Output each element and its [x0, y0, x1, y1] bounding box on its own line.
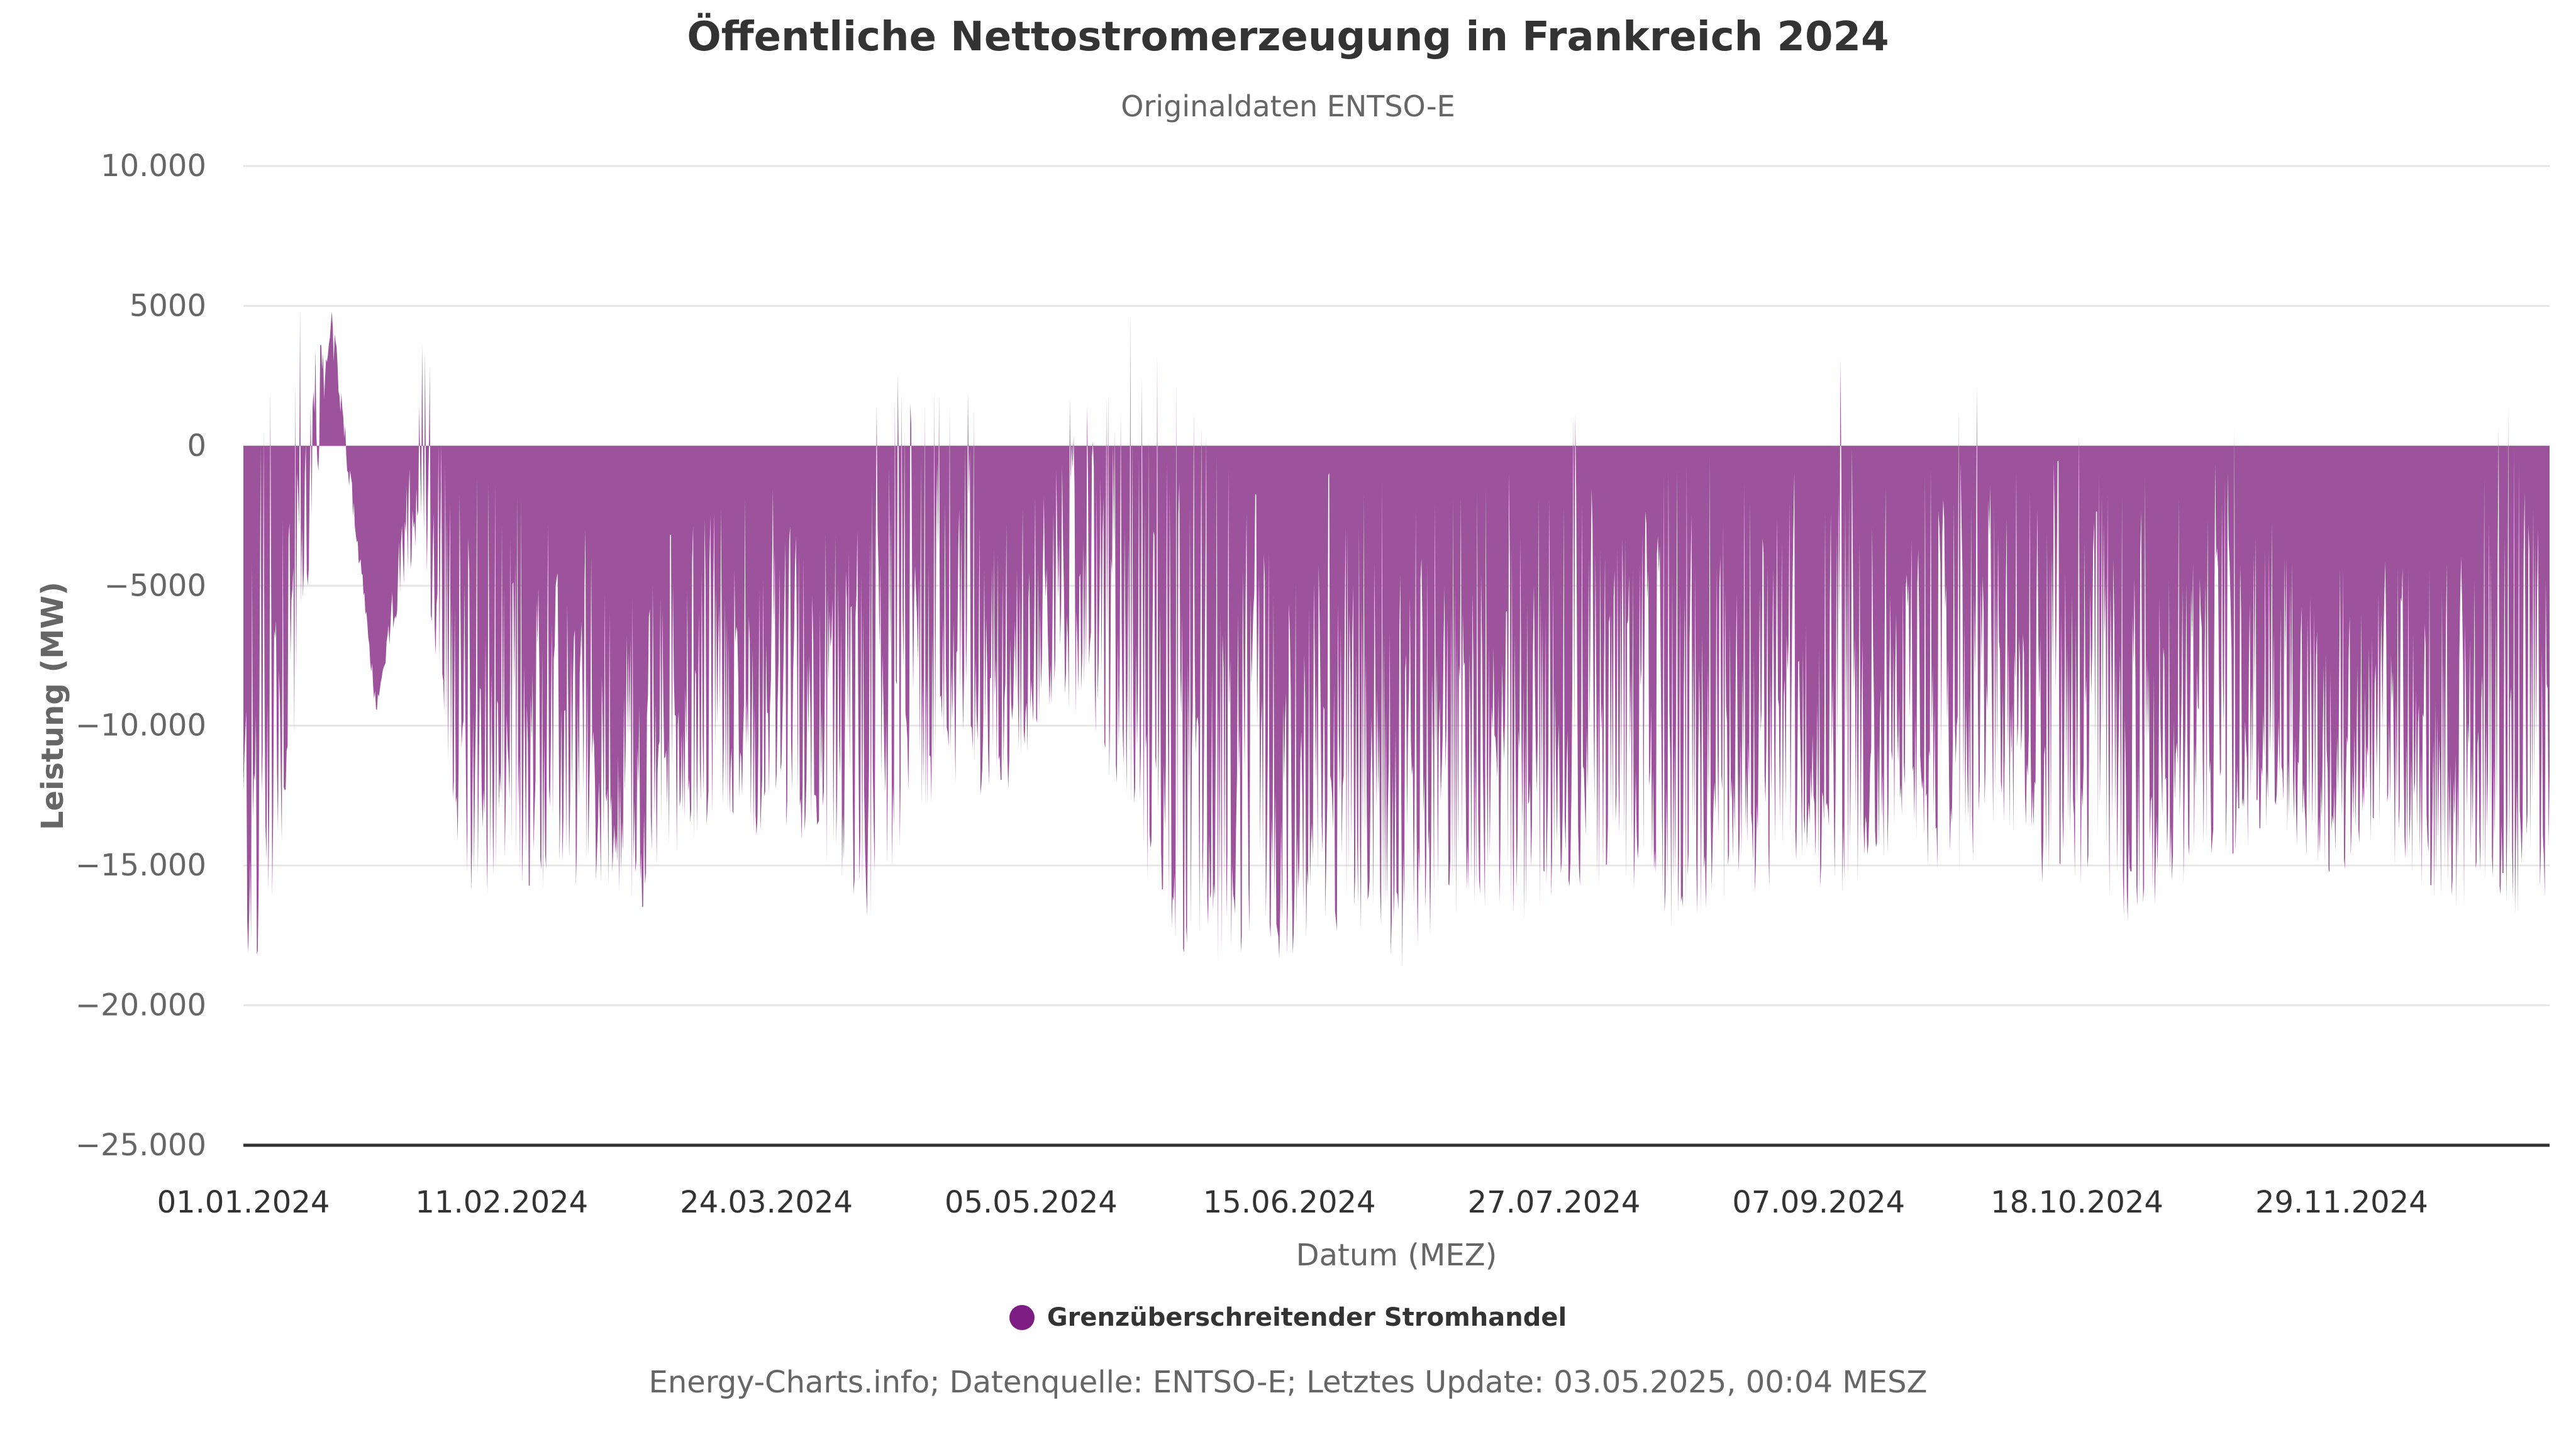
chart-title: Öffentliche Nettostromerzeugung in Frank…: [687, 14, 1889, 60]
x-tick-label: 01.01.2024: [157, 1185, 330, 1220]
x-tick-labels: 01.01.2024 11.02.2024 24.03.2024 05.05.2024…: [157, 1185, 2428, 1220]
x-tick-label: 24.03.2024: [680, 1185, 853, 1220]
y-tick-label: 0: [187, 428, 206, 464]
y-tick-label: −5000: [104, 568, 206, 603]
y-tick-label: −20.000: [75, 988, 206, 1023]
y-tick-label: −15.000: [75, 848, 206, 883]
series-area-grenzueberschreitender-stromhandel[interactable]: [243, 307, 2550, 968]
y-tick-label: −10.000: [75, 708, 206, 743]
y-tick-label: 10.000: [101, 148, 206, 184]
legend: Grenzüberschreitender Stromhandel: [0, 1303, 2576, 1332]
legend-label[interactable]: Grenzüberschreitender Stromhandel: [1046, 1303, 1567, 1332]
x-axis-title: Datum (MEZ): [1296, 1238, 1497, 1273]
x-tick-label: 27.07.2024: [1468, 1185, 1641, 1220]
x-tick-label: 15.06.2024: [1203, 1185, 1376, 1220]
x-tick-label: 29.11.2024: [2255, 1185, 2428, 1220]
series-area: [243, 307, 2550, 968]
credits: Energy-Charts.info; Datenquelle: ENTSO-E…: [648, 1365, 1928, 1400]
y-axis-title: Leistung (MW): [35, 582, 70, 830]
y-tick-label: 5000: [130, 288, 206, 323]
legend-marker-icon[interactable]: [1009, 1305, 1035, 1330]
y-tick-labels: 10.000 5000 0 −5000 −10.000 −15.000 −20.000 −25…: [75, 148, 206, 1163]
x-tick-label: 07.09.2024: [1732, 1185, 1905, 1220]
chart-subtitle: Originaldaten ENTSO-E: [1121, 89, 1455, 123]
x-tick-label: 18.10.2024: [1990, 1185, 2163, 1220]
y-tick-label: −25.000: [75, 1128, 206, 1163]
x-tick-label: 11.02.2024: [415, 1185, 588, 1220]
x-tick-label: 05.05.2024: [945, 1185, 1118, 1220]
